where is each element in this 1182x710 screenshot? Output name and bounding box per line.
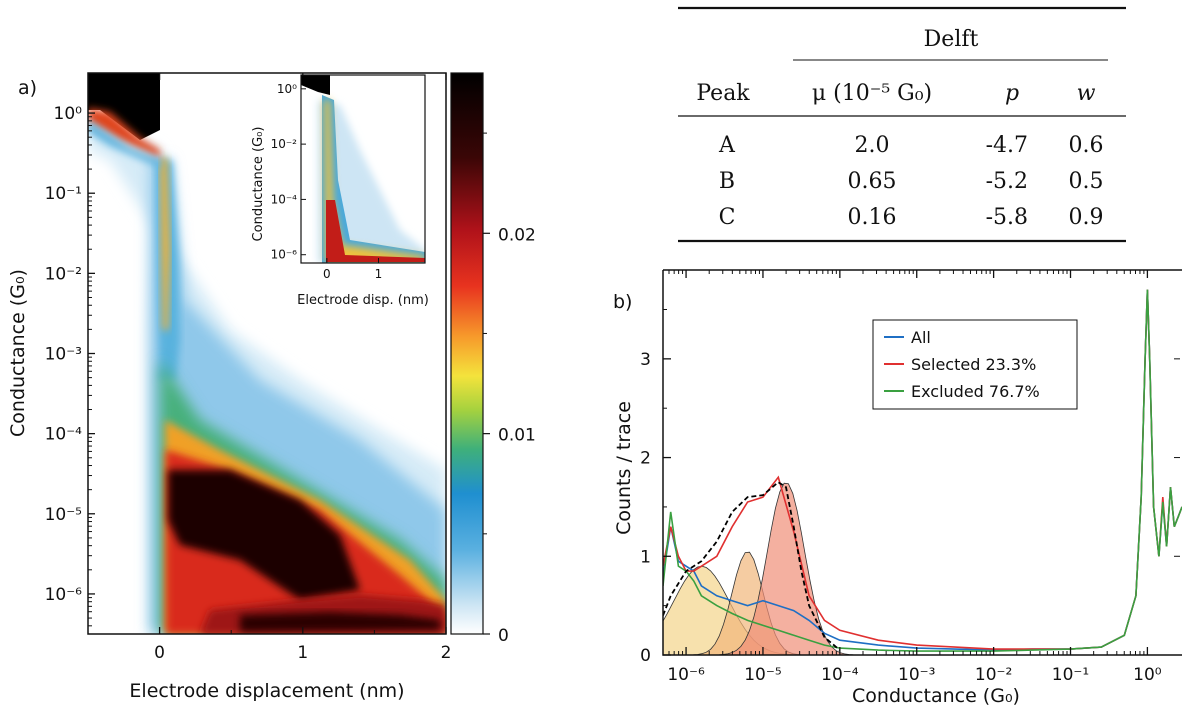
panel-b-xlabel: Conductance (G₀)	[852, 685, 1020, 707]
table-row-b-peak: B	[719, 169, 735, 194]
legend-label-selected: Selected 23.3%	[911, 355, 1036, 374]
panel-b-histogram: 10⁻⁶ 10⁻⁵ 10⁻⁴ 10⁻³ 10⁻² 10⁻¹ 10⁰ 0 1 2 3 Counts /…	[613, 269, 1182, 707]
gaussian-peak-b	[663, 551, 1182, 655]
colorbar: 0 0.01 0.02	[450, 72, 536, 646]
table-row-b-mu: 0.65	[848, 169, 897, 194]
legend-label-excluded: Excluded 76.7%	[911, 382, 1040, 401]
legend-label-all: All	[911, 328, 931, 347]
table-row-a-mu: 2.0	[855, 133, 890, 158]
panel-a-ytick: 10⁻⁵	[45, 505, 82, 525]
panel-b-xtick: 10⁻²	[975, 665, 1012, 685]
panel-b-ytick: 0	[640, 646, 651, 666]
table-row-c-mu: 0.16	[848, 205, 897, 230]
table-row-b-p: -5.2	[986, 169, 1028, 194]
table-row-b-w: 0.5	[1069, 169, 1104, 194]
panel-a-ytick: 10⁻⁴	[45, 425, 83, 445]
colorbar-tick: 0.01	[498, 426, 536, 446]
panel-a-heatmap: 0 1 2 10⁰ 10⁻¹ 10⁻² 10⁻³ 10⁻⁴ 10⁻⁵ 10⁻⁶ Electrode…	[7, 72, 452, 702]
panel-a-xtick: 1	[297, 643, 308, 663]
inset-ytick: 10⁰	[277, 82, 297, 96]
table-row-a-w: 0.6	[1069, 133, 1104, 158]
table-row-a-peak: A	[718, 133, 736, 158]
panel-a-ytick: 10⁻²	[45, 264, 82, 284]
panel-a-xtick: 2	[441, 643, 452, 663]
inset-xtick: 0	[323, 267, 331, 281]
panel-b-ylabel: Counts / trace	[613, 401, 635, 535]
colorbar-tick: 0	[498, 626, 509, 646]
table-col-mu: μ (10⁻⁵ G₀)	[812, 81, 932, 106]
panel-a-xtick: 0	[154, 643, 165, 663]
panel-b-xtick: 10⁻⁶	[667, 665, 705, 685]
table-col-w: w	[1077, 81, 1096, 106]
colorbar-gradient	[450, 72, 484, 635]
inset-xtick: 1	[375, 267, 383, 281]
inset-ytick: 10⁻²	[271, 137, 298, 151]
inset-ytick: 10⁻⁴	[271, 192, 298, 206]
panel-b-xtick: 10⁰	[1133, 665, 1162, 685]
table-col-p: p	[1005, 81, 1019, 106]
panel-a-ylabel: Conductance (G₀)	[7, 269, 29, 437]
table-group-header: Delft	[924, 27, 979, 52]
panel-a-ytick: 10⁻³	[45, 345, 82, 365]
panel-a-inset: 0 1 10⁰ 10⁻² 10⁻⁴ 10⁻⁶ Electrode disp. (nm) C…	[251, 74, 429, 308]
inset-density	[301, 75, 425, 263]
panel-b-ytick: 1	[640, 547, 651, 567]
panel-a-xlabel: Electrode displacement (nm)	[129, 680, 404, 702]
table-row-c-p: -5.8	[986, 205, 1028, 230]
panel-b-xtick: 10⁻⁴	[821, 665, 859, 685]
panel-a-ytick: 10⁰	[54, 104, 83, 124]
panel-a-ytick: 10⁻⁶	[45, 585, 83, 605]
inset-xlabel: Electrode disp. (nm)	[297, 293, 429, 308]
table-row-a-p: -4.7	[986, 133, 1028, 158]
series-excluded	[663, 289, 1182, 652]
heatmap-density	[88, 73, 446, 634]
panel-b-xtick: 10⁻⁵	[744, 665, 781, 685]
legend: All Selected 23.3% Excluded 76.7%	[872, 319, 1078, 410]
table-col-peak: Peak	[696, 81, 750, 106]
inset-ytick: 10⁻⁶	[271, 248, 298, 262]
fit-curve	[663, 481, 841, 651]
peak-table: Delft Peak μ (10⁻⁵ G₀) p w A 2.0 -4.7 0.…	[678, 6, 1126, 243]
panel-b-ytick: 2	[640, 449, 651, 469]
table-row-c-peak: C	[719, 205, 736, 230]
panel-b-xtick: 10⁻³	[898, 665, 935, 685]
panel-a-ytick: 10⁻¹	[45, 184, 82, 204]
panel-b-ytick: 3	[640, 350, 651, 370]
panel-label-a: a)	[18, 77, 37, 99]
panel-b-xtick: 10⁻¹	[1052, 665, 1089, 685]
table-row-c-w: 0.9	[1069, 205, 1104, 230]
inset-ylabel: Conductance (G₀)	[251, 127, 266, 242]
panel-label-b: b)	[613, 291, 632, 313]
colorbar-tick: 0.02	[498, 225, 536, 245]
